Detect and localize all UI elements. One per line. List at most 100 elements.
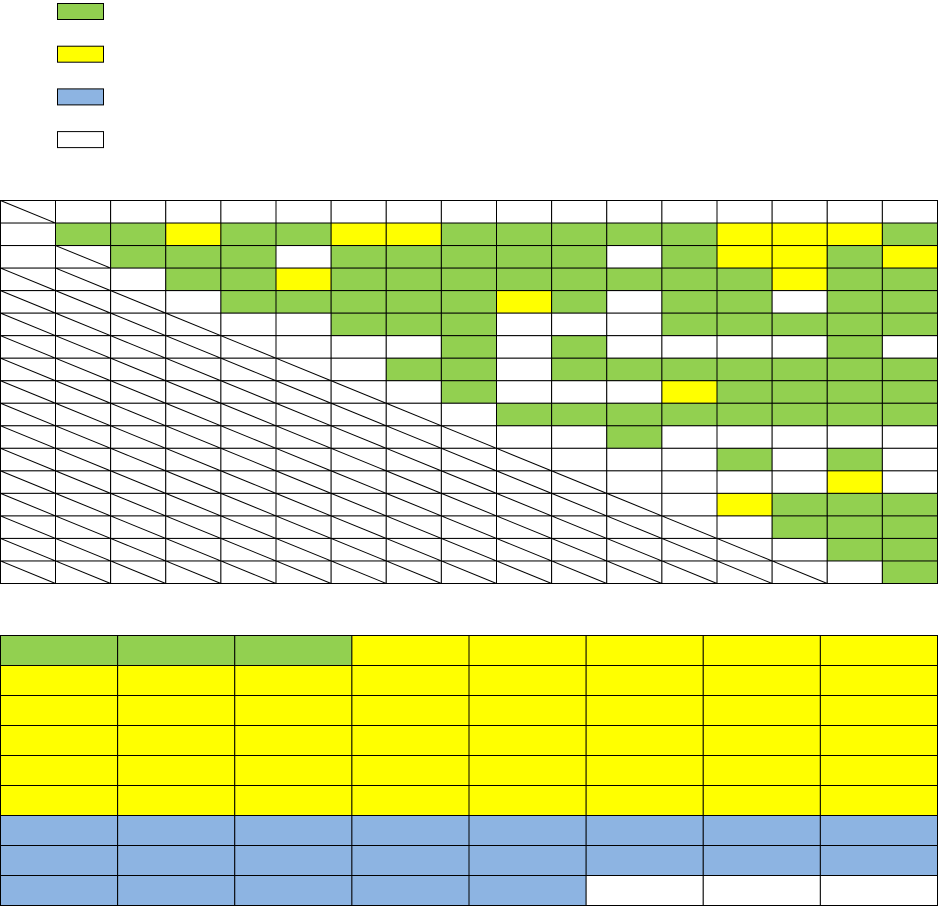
matrix-cell xyxy=(771,447,828,472)
cell-diagonal xyxy=(55,290,111,314)
matrix-cell xyxy=(771,245,828,269)
cell-diagonal xyxy=(441,560,497,584)
matrix-cell xyxy=(881,492,938,517)
matrix-cell xyxy=(661,447,718,472)
matrix-cell xyxy=(496,402,553,427)
matrix-cell xyxy=(551,290,608,314)
cell-diagonal xyxy=(55,560,111,584)
table-cell xyxy=(351,755,470,786)
matrix-cell xyxy=(716,312,773,337)
matrix-cell xyxy=(110,222,167,247)
matrix-cell xyxy=(826,357,883,382)
table-cell xyxy=(585,755,704,786)
cell-diagonal xyxy=(496,560,552,584)
cell-diagonal xyxy=(606,492,663,517)
matrix-cell xyxy=(881,380,938,404)
cell-diagonal xyxy=(441,425,497,449)
cell-diagonal xyxy=(551,470,607,494)
cell-diagonal xyxy=(551,515,607,539)
table-cell xyxy=(351,875,470,906)
cell-diagonal xyxy=(551,537,607,562)
matrix-cell xyxy=(881,245,938,269)
table-cell xyxy=(0,695,119,726)
legend-swatch xyxy=(57,88,104,106)
cell-diagonal xyxy=(165,515,222,539)
matrix-cell xyxy=(551,380,608,404)
cell-diagonal xyxy=(0,357,56,382)
matrix-cell xyxy=(275,267,332,292)
matrix-cell xyxy=(0,222,56,247)
table-cell xyxy=(468,785,587,816)
table-cell xyxy=(351,785,470,816)
cell-diagonal xyxy=(55,357,111,382)
matrix-cell xyxy=(606,357,663,382)
matrix-cell xyxy=(330,312,387,337)
matrix-cell xyxy=(440,245,497,269)
matrix-cell xyxy=(275,335,332,359)
table-cell xyxy=(234,755,353,786)
matrix-cell xyxy=(826,335,883,359)
matrix-cell xyxy=(440,290,497,314)
cell-diagonal xyxy=(441,470,497,494)
matrix-cell xyxy=(440,357,497,382)
table-cell xyxy=(819,875,938,906)
matrix-cell xyxy=(881,267,938,292)
matrix-cell xyxy=(110,245,167,269)
matrix-cell xyxy=(275,312,332,337)
matrix-cell xyxy=(220,290,277,314)
legend-swatch xyxy=(57,45,104,63)
cell-diagonal xyxy=(110,402,166,427)
matrix-cell xyxy=(661,470,718,494)
cell-diagonal xyxy=(165,312,222,337)
table-cell xyxy=(234,665,353,696)
table-cell xyxy=(468,845,587,876)
matrix-cell xyxy=(385,357,442,382)
matrix-cell xyxy=(165,290,222,314)
table-cell xyxy=(468,755,587,786)
matrix-cell xyxy=(220,312,277,337)
cell-diagonal xyxy=(0,402,56,427)
matrix-cell xyxy=(496,312,553,337)
cell-diagonal xyxy=(551,560,607,584)
matrix-cell xyxy=(55,222,112,247)
matrix-cell xyxy=(606,470,663,494)
matrix-cell xyxy=(661,312,718,337)
cell-diagonal xyxy=(0,447,56,472)
matrix-cell xyxy=(881,537,938,562)
matrix-cell xyxy=(496,335,553,359)
matrix-cell xyxy=(826,312,883,337)
matrix-cell xyxy=(55,200,112,224)
cell-diagonal xyxy=(0,515,56,539)
matrix-cell xyxy=(330,335,387,359)
table-cell xyxy=(819,725,938,756)
cell-diagonal xyxy=(330,380,387,404)
table-cell xyxy=(351,725,470,756)
matrix-cell xyxy=(496,222,553,247)
cell-diagonal xyxy=(275,515,332,539)
cell-diagonal xyxy=(220,380,277,404)
cell-diagonal xyxy=(275,357,332,382)
matrix-cell xyxy=(496,290,553,314)
matrix-cell xyxy=(881,402,938,427)
cell-diagonal xyxy=(55,425,111,449)
matrix-cell xyxy=(826,222,883,247)
cell-diagonal xyxy=(220,470,277,494)
matrix-cell xyxy=(771,335,828,359)
cell-diagonal xyxy=(110,380,166,404)
cell-diagonal xyxy=(165,380,222,404)
matrix-cell xyxy=(716,425,773,449)
matrix-cell xyxy=(716,515,773,539)
matrix-cell xyxy=(551,357,608,382)
cell-diagonal xyxy=(220,425,277,449)
matrix-cell xyxy=(330,267,387,292)
cell-diagonal xyxy=(275,447,332,472)
matrix-cell xyxy=(771,470,828,494)
matrix-cell xyxy=(716,380,773,404)
cell-diagonal xyxy=(165,492,222,517)
table-cell xyxy=(351,695,470,726)
cell-diagonal xyxy=(275,402,332,427)
matrix-cell xyxy=(385,290,442,314)
cell-diagonal xyxy=(386,492,442,517)
matrix-cell xyxy=(165,245,222,269)
matrix-cell xyxy=(0,245,56,269)
